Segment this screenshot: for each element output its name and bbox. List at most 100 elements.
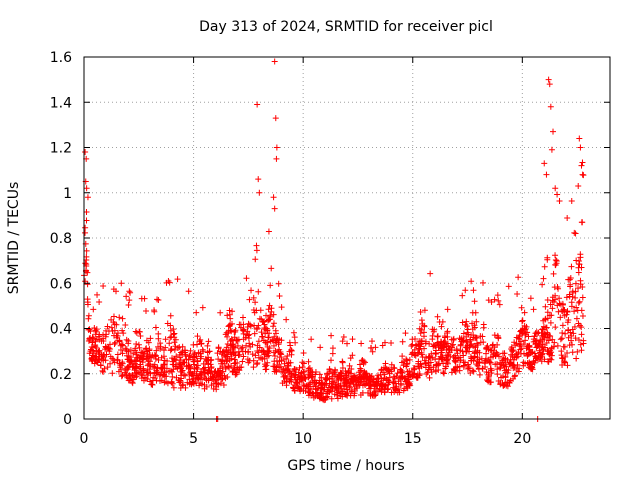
data-point	[275, 339, 282, 346]
data-point	[516, 343, 523, 350]
data-point	[580, 340, 587, 347]
data-point	[399, 359, 406, 366]
data-point	[268, 265, 275, 272]
data-point	[270, 342, 277, 349]
data-point	[84, 296, 91, 303]
data-point	[559, 329, 566, 336]
data-point	[296, 364, 303, 371]
data-point	[408, 351, 415, 358]
data-point	[270, 363, 277, 370]
data-point	[228, 320, 235, 327]
data-point	[486, 359, 493, 366]
data-point	[382, 339, 388, 346]
data-point	[511, 354, 518, 361]
data-point	[463, 318, 470, 325]
data-point	[418, 317, 425, 324]
data-point	[576, 298, 583, 305]
data-point	[116, 338, 123, 345]
data-point	[91, 360, 98, 367]
chart-title: Day 313 of 2024, SRMTID for receiver pic…	[199, 19, 493, 35]
data-point	[325, 384, 332, 391]
data-point	[104, 364, 111, 371]
data-point	[440, 370, 447, 377]
data-point	[507, 377, 514, 384]
data-point	[457, 342, 464, 349]
data-point	[537, 353, 544, 360]
data-point	[257, 307, 264, 314]
data-point	[152, 324, 159, 331]
data-point	[381, 364, 388, 371]
data-point	[109, 370, 116, 377]
data-point	[343, 377, 350, 384]
data-point	[485, 373, 492, 380]
data-point	[154, 365, 161, 372]
data-point	[411, 365, 418, 372]
data-point	[90, 350, 97, 357]
data-point	[224, 357, 231, 364]
data-point	[564, 319, 571, 326]
data-point	[288, 378, 295, 385]
data-point	[124, 366, 131, 373]
data-point	[140, 353, 147, 360]
data-point	[369, 348, 376, 355]
data-point-outlier	[552, 185, 559, 192]
data-point	[279, 369, 286, 376]
data-point	[142, 307, 149, 314]
data-point	[157, 345, 164, 352]
data-point	[133, 373, 140, 380]
data-point	[527, 295, 534, 302]
data-point-outlier	[273, 155, 280, 162]
data-point	[234, 366, 241, 373]
data-point	[270, 349, 277, 356]
data-point	[144, 362, 151, 369]
data-point	[444, 360, 451, 367]
data-point	[283, 367, 290, 374]
data-point	[149, 381, 156, 388]
data-point	[129, 379, 136, 386]
data-point	[499, 379, 506, 386]
data-point	[530, 338, 537, 345]
data-point	[459, 292, 466, 299]
data-point	[102, 343, 109, 350]
data-point	[100, 338, 107, 345]
data-point-outlier	[578, 162, 585, 169]
data-point	[353, 383, 360, 390]
data-point	[339, 393, 346, 400]
data-point	[571, 308, 578, 315]
data-point	[468, 341, 475, 348]
data-point	[255, 354, 262, 361]
data-point	[543, 339, 550, 346]
data-point	[88, 356, 95, 363]
data-point	[199, 346, 206, 353]
data-point	[136, 328, 143, 335]
data-point	[136, 354, 143, 361]
data-point	[265, 306, 272, 313]
data-point	[118, 341, 125, 348]
data-point	[540, 323, 547, 330]
data-point	[501, 350, 508, 357]
data-point	[444, 340, 451, 347]
data-point	[558, 348, 565, 355]
data-point	[521, 309, 528, 316]
data-point	[397, 382, 404, 389]
data-point	[494, 371, 501, 378]
x-tick-label: 5	[189, 431, 198, 447]
data-point	[482, 357, 489, 364]
data-point	[119, 315, 126, 322]
y-tick-label: 0	[63, 412, 72, 428]
data-point	[409, 336, 416, 343]
data-point	[386, 368, 393, 375]
data-point	[290, 384, 297, 391]
data-point	[291, 374, 298, 381]
data-point	[151, 361, 158, 368]
data-point	[467, 342, 474, 349]
data-point	[342, 372, 349, 379]
data-point	[136, 344, 143, 351]
data-point	[578, 347, 585, 354]
data-point	[216, 370, 223, 377]
data-point	[287, 376, 294, 383]
data-point-outlier	[83, 185, 90, 192]
data-point	[438, 349, 445, 356]
data-point	[267, 282, 274, 289]
